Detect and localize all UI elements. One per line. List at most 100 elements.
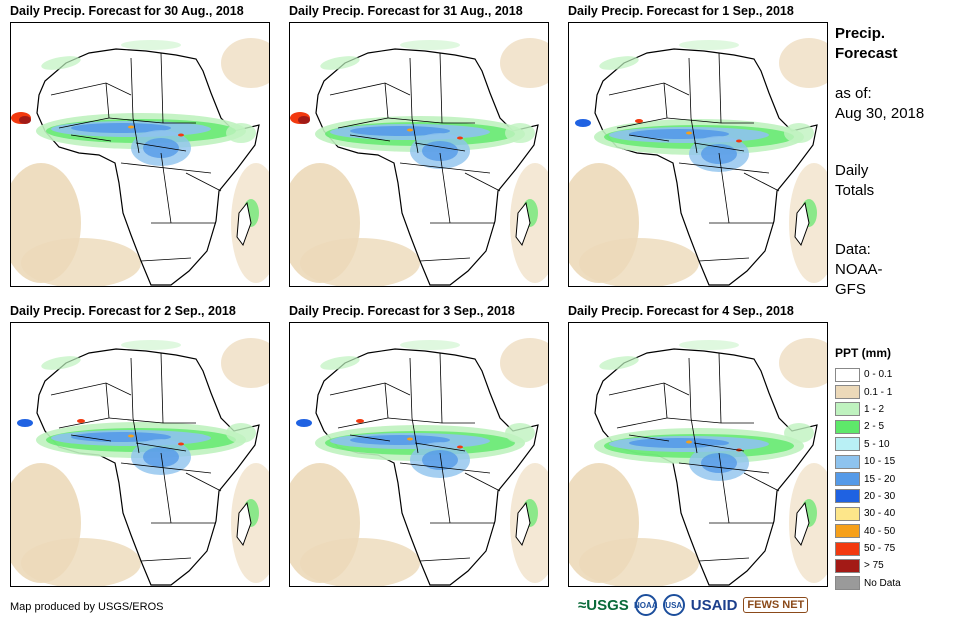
- rain-area: [121, 40, 181, 50]
- legend-item: > 75: [835, 557, 901, 574]
- rain-area: [356, 419, 364, 423]
- country-border: [337, 117, 389, 129]
- country-border: [678, 162, 770, 174]
- legend-item: 50 - 75: [835, 540, 901, 557]
- forecast-map: [289, 322, 549, 587]
- rain-area: [599, 356, 639, 370]
- forecast-map: [10, 22, 270, 287]
- rain-area: [226, 423, 256, 443]
- data-line3: GFS: [835, 281, 866, 298]
- country-border: [70, 134, 112, 142]
- legend-swatch: [835, 541, 860, 556]
- rain-area: [296, 419, 312, 427]
- rain-area: [350, 126, 450, 136]
- rain-area: [575, 119, 591, 127]
- madagascar-outline: [236, 501, 252, 547]
- rain-area: [457, 136, 463, 140]
- legend-title: PPT (mm): [835, 346, 892, 360]
- side-heading: Precip. Forecast: [835, 24, 898, 64]
- country-border: [419, 557, 471, 562]
- totals-block: Daily Totals: [835, 161, 874, 201]
- country-border: [130, 357, 134, 419]
- country-border: [337, 417, 389, 429]
- legend-item: 40 - 50: [835, 523, 901, 540]
- logo-strip: ≈USGS NOAA USA USAID FEWS NET: [578, 594, 809, 616]
- country-border: [718, 52, 722, 124]
- legend-label: 20 - 30: [864, 490, 896, 502]
- rain-area: [221, 338, 269, 388]
- rain-area: [505, 423, 535, 443]
- precip-map-svg: [569, 338, 827, 586]
- country-border: [108, 417, 164, 424]
- legend-label: 2 - 5: [864, 421, 885, 433]
- rain-area: [784, 123, 814, 143]
- rain-area: [779, 38, 827, 88]
- rain-area: [320, 56, 360, 70]
- country-border: [616, 417, 668, 429]
- legend-swatch: [835, 419, 860, 434]
- country-border: [160, 352, 164, 424]
- rain-area: [21, 238, 141, 286]
- country-border: [58, 417, 110, 429]
- country-border: [743, 472, 780, 492]
- legend-label: 1 - 2: [864, 403, 885, 415]
- country-border: [419, 257, 471, 262]
- rain-area: [736, 139, 742, 143]
- legend-item: 0.1 - 1: [835, 383, 901, 400]
- legend-label: No Data: [864, 577, 901, 589]
- madagascar-outline: [515, 201, 531, 247]
- credit-text: Map produced by USGS/EROS: [10, 601, 164, 613]
- madagascar-outline: [794, 201, 810, 247]
- rain-area: [300, 238, 420, 286]
- panel-title: Daily Precip. Forecast for 2 Sep., 2018: [10, 304, 236, 318]
- rain-area: [400, 340, 460, 350]
- legend-item: 15 - 20: [835, 470, 901, 487]
- as-of-date: Aug 30, 2018: [835, 105, 925, 122]
- precip-map-svg: [290, 338, 548, 586]
- panel-title: Daily Precip. Forecast for 31 Aug., 2018: [289, 4, 523, 18]
- rain-area: [579, 538, 699, 586]
- legend-label: 15 - 20: [864, 473, 896, 485]
- rain-area: [121, 340, 181, 350]
- country-border: [690, 417, 698, 454]
- rain-area: [19, 116, 31, 124]
- country-border: [70, 434, 112, 442]
- country-border: [130, 57, 134, 119]
- precip-map-svg: [569, 38, 827, 286]
- country-border: [414, 142, 466, 152]
- country-border: [688, 357, 692, 419]
- legend-swatch: [835, 437, 860, 452]
- country-border: [698, 557, 750, 562]
- rain-area: [21, 538, 141, 586]
- forecast-map: [568, 322, 828, 587]
- country-border: [663, 382, 668, 419]
- country-border: [690, 117, 698, 154]
- country-border: [743, 172, 780, 192]
- forecast-map: [289, 22, 549, 287]
- madagascar-outline: [515, 501, 531, 547]
- legend-item: 2 - 5: [835, 418, 901, 435]
- country-border: [140, 257, 192, 262]
- africa-outline: [36, 48, 260, 286]
- noaa-logo: NOAA: [634, 594, 658, 616]
- rain-area: [701, 453, 737, 473]
- legend-item: 20 - 30: [835, 488, 901, 505]
- side-heading-line1: Precip.: [835, 25, 886, 42]
- rain-area: [178, 133, 184, 137]
- forecast-map: [568, 22, 828, 287]
- rain-area: [71, 432, 171, 442]
- country-border: [108, 117, 164, 124]
- rain-area: [298, 116, 310, 124]
- country-border: [464, 172, 501, 192]
- legend-label: 30 - 40: [864, 508, 896, 520]
- rain-area: [400, 40, 460, 50]
- rain-area: [686, 131, 692, 135]
- legend-swatch: [835, 402, 860, 417]
- usgs-logo: ≈USGS: [578, 596, 629, 614]
- rain-area: [686, 440, 692, 444]
- country-border: [105, 382, 110, 419]
- country-border: [387, 117, 443, 124]
- country-border: [58, 117, 110, 129]
- totals-line1: Daily: [835, 162, 869, 179]
- country-border: [185, 172, 222, 192]
